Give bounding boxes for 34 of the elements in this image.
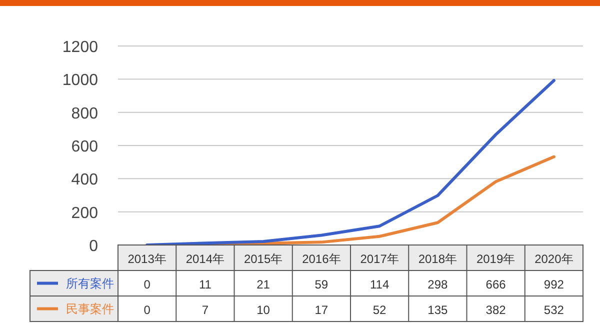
y-tick-label: 400 — [71, 172, 98, 189]
data-label: 17 — [314, 303, 328, 317]
data-label: 992 — [544, 278, 564, 292]
x-tick-label: 2015年 — [244, 252, 283, 266]
data-label: 11 — [198, 278, 212, 292]
data-label: 114 — [370, 278, 390, 292]
data-label: 298 — [428, 278, 448, 292]
data-label: 532 — [544, 303, 564, 317]
data-label: 52 — [372, 303, 387, 317]
y-tick-label: 600 — [71, 138, 98, 156]
y-tick-label: 200 — [71, 204, 98, 222]
data-label: 666 — [486, 278, 506, 292]
legend-label: 民事案件 — [66, 302, 114, 316]
data-label: 0 — [144, 278, 151, 292]
data-label: 59 — [314, 278, 328, 292]
data-label: 382 — [486, 303, 506, 317]
data-label: 10 — [256, 303, 270, 317]
line-series — [146, 78, 556, 246]
x-tick-label: 2013年 — [128, 252, 166, 266]
x-tick-label: 2018年 — [418, 252, 458, 266]
y-tick-label: 800 — [71, 105, 98, 122]
y-tick-label: 1000 — [62, 72, 98, 90]
x-tick-label: 2017年 — [360, 252, 399, 266]
text: 0 — [144, 303, 150, 317]
legend-label: 所有案件 — [66, 276, 114, 290]
x-tick-label: 2020年 — [534, 252, 574, 266]
y-tick-label: 1200 — [62, 39, 98, 56]
x-tick-label: 2016年 — [302, 252, 341, 266]
data-label: 135 — [428, 303, 448, 317]
data-label: 21 — [256, 278, 270, 292]
x-tick-label: 2019年 — [476, 252, 516, 266]
y-tick-label: 0 — [89, 238, 98, 255]
x-tick-label: 2014年 — [186, 252, 225, 266]
data-label: 7 — [202, 303, 209, 317]
